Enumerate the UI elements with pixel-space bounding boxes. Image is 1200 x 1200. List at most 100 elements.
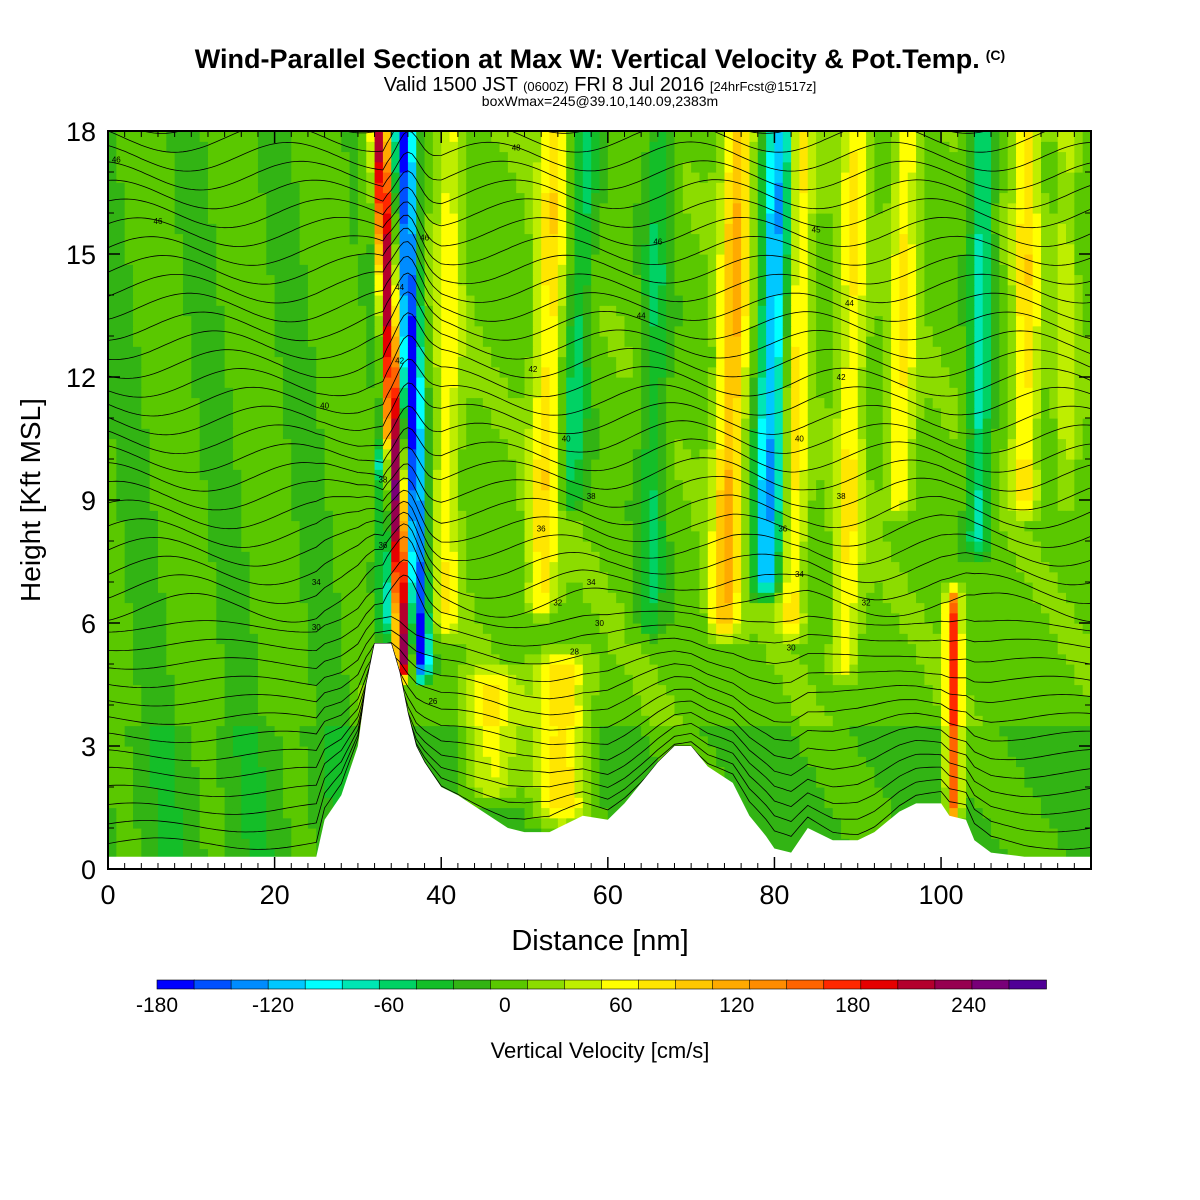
velocity-cell (116, 817, 126, 829)
velocity-cell (1049, 438, 1059, 450)
velocity-cell (241, 530, 251, 542)
velocity-cell (199, 582, 209, 593)
velocity-cell (1057, 633, 1067, 645)
velocity-cell (449, 766, 459, 778)
velocity-cell (866, 541, 876, 552)
velocity-cell (599, 510, 609, 522)
velocity-cell (649, 602, 659, 614)
velocity-cell (149, 838, 159, 850)
velocity-cell (657, 746, 667, 757)
velocity-cell (807, 500, 817, 511)
velocity-cell (857, 746, 867, 757)
velocity-cell (407, 489, 417, 501)
velocity-cell (207, 561, 217, 573)
velocity-cell (366, 469, 376, 481)
velocity-cell (1049, 582, 1059, 593)
velocity-cell (457, 725, 467, 737)
velocity-cell (266, 787, 276, 798)
velocity-cell (816, 561, 826, 573)
velocity-cell (632, 756, 642, 768)
velocity-cell (582, 756, 592, 768)
velocity-cell (407, 705, 417, 716)
velocity-cell (566, 643, 576, 655)
velocity-cell (282, 735, 292, 747)
velocity-cell (1074, 787, 1084, 798)
velocity-cell (116, 674, 126, 686)
velocity-cell (549, 694, 559, 706)
velocity-cell (182, 469, 192, 481)
velocity-cell (991, 756, 1000, 768)
velocity-cell (691, 664, 701, 675)
velocity-cell (299, 551, 309, 563)
velocity-cell (207, 520, 217, 532)
velocity-cell (649, 633, 659, 645)
velocity-cell (1066, 694, 1075, 706)
velocity-cell (424, 746, 434, 757)
velocity-cell (582, 571, 592, 583)
velocity-cell (1074, 541, 1084, 552)
velocity-cell (599, 489, 609, 501)
velocity-cell (857, 500, 867, 511)
velocity-cell (799, 766, 809, 778)
velocity-cell (616, 438, 626, 450)
velocity-cell (466, 705, 476, 716)
velocity-cell (1016, 735, 1025, 747)
velocity-cell (991, 602, 1000, 614)
velocity-cell (841, 664, 851, 675)
velocity-cell (291, 530, 301, 542)
velocity-cell (999, 479, 1009, 491)
velocity-cell (782, 489, 792, 501)
velocity-cell (724, 633, 734, 645)
velocity-cell (224, 828, 234, 839)
velocity-cell (757, 582, 767, 593)
velocity-cell (882, 530, 892, 542)
velocity-cell (207, 746, 217, 757)
velocity-cell (874, 787, 884, 798)
velocity-cell (424, 448, 434, 460)
velocity-cell (241, 664, 251, 675)
velocity-cell (599, 602, 609, 614)
velocity-cell (474, 551, 484, 563)
velocity-cell (332, 643, 342, 655)
velocity-cell (449, 592, 459, 604)
velocity-cell (649, 448, 659, 460)
velocity-cell (749, 694, 759, 706)
velocity-cell (741, 571, 751, 583)
velocity-cell (774, 551, 784, 563)
velocity-cell (1049, 448, 1059, 460)
velocity-cell (707, 479, 717, 491)
velocity-cell (174, 838, 184, 850)
velocity-cell (474, 674, 484, 686)
velocity-cell (666, 664, 676, 675)
velocity-cell (916, 582, 925, 593)
velocity-cell (941, 510, 950, 522)
velocity-cell (224, 592, 234, 604)
velocity-cell (632, 664, 642, 675)
velocity-cell (866, 438, 876, 450)
velocity-cell (932, 592, 942, 604)
velocity-cell (832, 725, 842, 737)
velocity-cell (232, 664, 242, 675)
velocity-cell (899, 592, 909, 604)
velocity-cell (757, 746, 767, 757)
velocity-cell (824, 633, 834, 645)
velocity-cell (724, 469, 734, 481)
velocity-cell (624, 787, 634, 798)
velocity-cell (249, 612, 259, 624)
velocity-cell (316, 438, 326, 450)
velocity-cell (482, 602, 492, 614)
velocity-cell (291, 459, 301, 470)
velocity-cell (732, 602, 742, 614)
velocity-cell (716, 694, 726, 706)
velocity-cell (224, 510, 234, 522)
velocity-cell (766, 828, 776, 839)
velocity-cell (232, 623, 242, 634)
velocity-cell (124, 582, 134, 593)
velocity-cell (257, 551, 267, 563)
velocity-cell (132, 746, 142, 757)
velocity-cell (324, 561, 334, 573)
velocity-cell (841, 643, 851, 655)
velocity-cell (1032, 766, 1042, 778)
velocity-cell (1066, 838, 1075, 850)
velocity-cell (124, 500, 134, 511)
